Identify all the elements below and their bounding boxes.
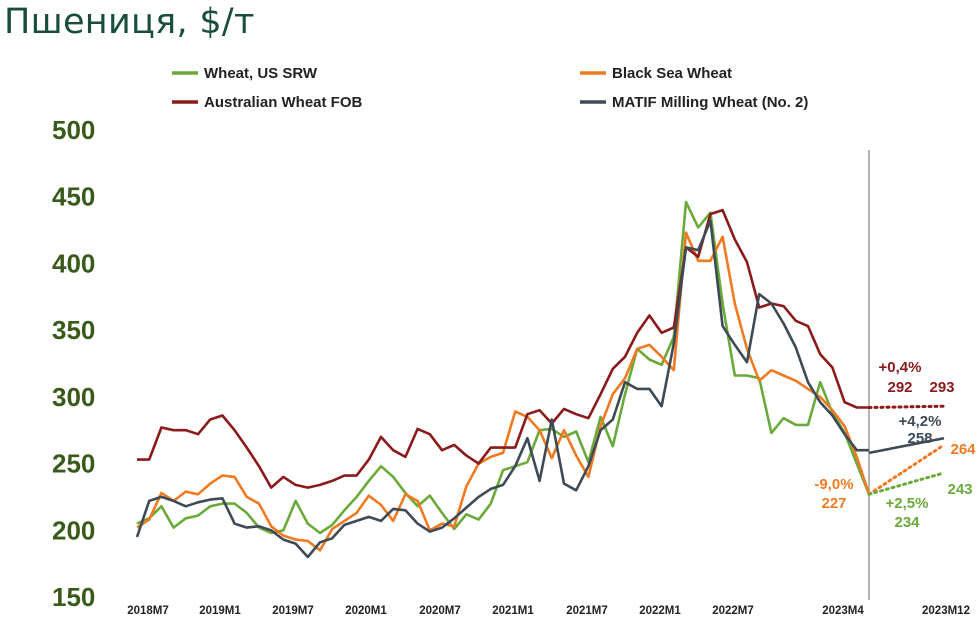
y-tick-label: 450 (52, 182, 95, 212)
legend-label: Australian Wheat FOB (204, 94, 363, 111)
chart-title: Пшениця, $/т (4, 2, 255, 42)
legend-label: Black Sea Wheat (612, 65, 732, 82)
forecast-annotation: +4,2% (899, 413, 942, 430)
x-tick-label: 2023M12 (922, 605, 970, 617)
y-axis: 500 450 400 350 300 250 200 150 (52, 115, 95, 612)
forecast-annotation: +2,5% (886, 495, 929, 512)
legend-item: Australian Wheat FOB (172, 94, 363, 111)
forecast-line (867, 471, 946, 496)
y-tick-label: 200 (52, 515, 95, 545)
legend-item: Black Sea Wheat (580, 65, 732, 82)
x-tick-label: 2023M4 (822, 605, 864, 617)
x-tick-label: 2021M1 (492, 605, 534, 617)
series-line (137, 208, 869, 489)
forecast-line (868, 436, 945, 455)
forecast-lines (867, 404, 946, 496)
forecast-annotation: 243 (947, 481, 972, 498)
y-tick-label: 150 (52, 582, 95, 612)
y-tick-label: 500 (52, 115, 95, 145)
y-tick-label: 350 (52, 315, 95, 345)
legend-label: MATIF Milling Wheat (No. 2) (612, 94, 808, 111)
legend-label: Wheat, US SRW (204, 65, 318, 82)
y-tick-label: 400 (52, 248, 95, 278)
y-tick-label: 300 (52, 382, 95, 412)
x-tick-label: 2020M7 (419, 605, 461, 617)
x-tick-label: 2022M7 (712, 605, 754, 617)
y-tick-label: 250 (52, 449, 95, 479)
forecast-annotation: 264 (950, 441, 976, 458)
forecast-annotation: 227 (821, 495, 846, 512)
forecast-annotation: +0,4% (879, 359, 922, 376)
x-tick-label: 2019M7 (272, 605, 314, 617)
x-tick-label: 2019M1 (199, 605, 241, 617)
legend-item: MATIF Milling Wheat (No. 2) (580, 94, 808, 111)
legend: Wheat, US SRW Black Sea Wheat Australian W… (172, 65, 808, 111)
series-line (135, 219, 869, 559)
x-tick-label: 2018M7 (127, 605, 169, 617)
forecast-line (867, 443, 946, 496)
forecast-line (867, 404, 946, 410)
series-lines (135, 200, 871, 559)
forecast-annotation: 292 (887, 379, 912, 396)
forecast-annotation: 258 (907, 430, 932, 447)
x-tick-label: 2022M1 (639, 605, 681, 617)
x-tick-label: 2021M7 (566, 605, 608, 617)
x-axis: 2018M7 2019M1 2019M7 2020M1 2020M7 2021M1 2021… (127, 605, 970, 617)
forecast-annotation: 293 (929, 379, 954, 396)
forecast-annotation: 234 (894, 514, 920, 531)
legend-item: Wheat, US SRW (172, 65, 318, 82)
annotations: +0,4% 292 293 +4,2%258 264 -9,0% 227 +2,5% 234 24… (814, 359, 976, 531)
forecast-annotation: -9,0% (814, 476, 853, 493)
x-tick-label: 2020M1 (345, 605, 387, 617)
series-line (136, 231, 871, 552)
